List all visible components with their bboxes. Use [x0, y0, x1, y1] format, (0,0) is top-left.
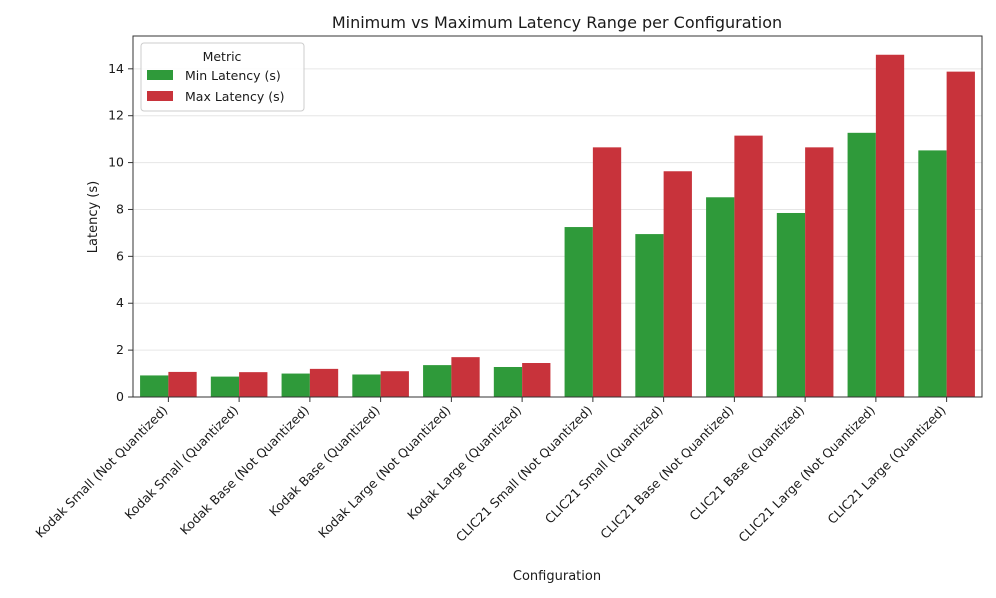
x-tick-label: Kodak Large (Quantized): [404, 403, 524, 523]
x-axis-label: Configuration: [513, 569, 601, 584]
axes: [132, 35, 983, 398]
bars: [140, 54, 975, 398]
chart-title: Minimum vs Maximum Latency Range per Con…: [332, 13, 782, 32]
x-tick-label: CLIC21 Large (Quantized): [824, 403, 948, 527]
legend-swatch-min-latency: [147, 70, 173, 80]
x-tick-label: CLIC21 Base (Quantized): [686, 403, 807, 524]
bar-min-latency-s-kodak-base-not-quantized: [281, 373, 310, 397]
bar-max-latency-s-clic21-small-not-quantized: [592, 147, 622, 397]
y-tick-label: 0: [116, 389, 124, 404]
y-tick-label: 4: [116, 295, 124, 310]
bar-max-latency-s-kodak-base-not-quantized: [309, 368, 339, 397]
bar-min-latency-s-kodak-large-not-quantized: [423, 365, 452, 397]
bar-min-latency-s-kodak-large-quantized: [493, 366, 523, 397]
plot-frame: [132, 35, 983, 398]
bar-max-latency-s-kodak-large-quantized: [522, 363, 551, 397]
legend-box: [140, 42, 305, 112]
y-tick-label: 14: [108, 61, 124, 76]
x-tick-label: Kodak Large (Not Quantized): [315, 403, 453, 541]
x-tick-label: CLIC21 Base (Not Quantized): [597, 403, 736, 542]
bar-min-latency-s-clic21-small-quantized: [635, 234, 664, 397]
legend-swatch-max-latency: [147, 91, 173, 101]
y-tick-label: 12: [108, 108, 124, 123]
x-tick-label: Kodak Small (Quantized): [121, 403, 241, 523]
bar-max-latency-s-kodak-large-not-quantized: [451, 357, 480, 397]
x-tick-label: CLIC21 Small (Not Quantized): [453, 403, 595, 545]
x-tick-label: Kodak Small (Not Quantized): [32, 403, 170, 541]
bar-min-latency-s-clic21-base-not-quantized: [706, 197, 735, 397]
bar-max-latency-s-kodak-small-not-quantized: [168, 371, 197, 397]
bar-max-latency-s-kodak-base-quantized: [380, 371, 409, 397]
legend-title: Metric: [203, 49, 242, 64]
bar-max-latency-s-clic21-large-quantized: [946, 71, 975, 398]
bar-min-latency-s-kodak-base-quantized: [352, 374, 381, 397]
bar-min-latency-s-kodak-small-not-quantized: [140, 375, 169, 397]
x-axis-ticks: Kodak Small (Not Quantized)Kodak Small (…: [32, 397, 949, 546]
bar-min-latency-s-kodak-small-quantized: [210, 376, 240, 397]
y-tick-label: 8: [116, 201, 124, 216]
y-tick-label: 10: [108, 155, 124, 170]
legend-label-min-latency: Min Latency (s): [185, 68, 281, 83]
legend-label-max-latency: Max Latency (s): [185, 89, 284, 104]
bar-min-latency-s-clic21-large-not-quantized: [847, 132, 876, 397]
legend: Metric Min Latency (s) Max Latency (s): [140, 42, 305, 112]
bar-max-latency-s-clic21-large-not-quantized: [875, 54, 905, 398]
bar-max-latency-s-kodak-small-quantized: [239, 372, 268, 397]
bar-max-latency-s-clic21-base-not-quantized: [734, 135, 763, 397]
bar-min-latency-s-clic21-small-not-quantized: [564, 227, 593, 397]
bar-min-latency-s-clic21-large-quantized: [918, 150, 947, 397]
bar-max-latency-s-clic21-base-quantized: [805, 147, 834, 397]
x-tick-label: Kodak Base (Not Quantized): [177, 403, 312, 538]
y-axis-ticks: 0 2 4 6 8 10 12 14: [108, 61, 133, 404]
bar-min-latency-s-clic21-base-quantized: [776, 212, 806, 397]
y-axis-label: Latency (s): [86, 181, 101, 253]
bar-max-latency-s-clic21-small-quantized: [663, 171, 692, 397]
x-tick-label: CLIC21 Large (Not Quantized): [735, 403, 878, 546]
y-tick-label: 2: [116, 342, 124, 357]
y-tick-label: 6: [116, 248, 124, 263]
x-tick-label: CLIC21 Small (Quantized): [542, 403, 666, 527]
